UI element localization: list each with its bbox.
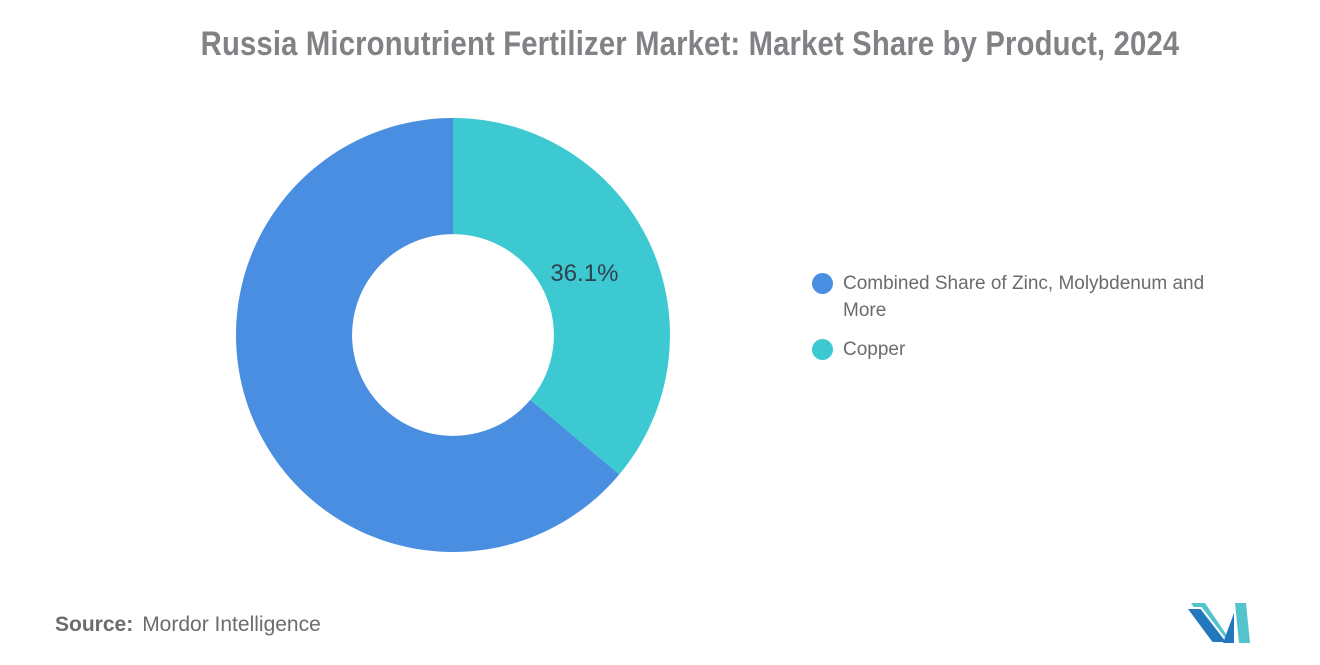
logo-teal-bar xyxy=(1235,603,1250,643)
source-label: Source: xyxy=(55,613,134,636)
logo-blue-triangle xyxy=(1223,613,1234,643)
legend-item-combined-share[interactable]: Combined Share of Zinc, Molybdenum and M… xyxy=(812,270,1292,324)
legend: Combined Share of Zinc, Molybdenum and M… xyxy=(812,270,1292,375)
mordor-intelligence-logo xyxy=(1186,603,1250,644)
donut-chart: 36.1% xyxy=(236,118,670,552)
slice-data-label: 36.1% xyxy=(550,260,618,287)
page-title-text: Russia Micronutrient Fertilizer Market: … xyxy=(200,25,1180,63)
source-value: Mordor Intelligence xyxy=(142,613,321,636)
legend-label-combined-share: Combined Share of Zinc, Molybdenum and M… xyxy=(843,273,1205,321)
pie-slice-1[interactable] xyxy=(236,118,620,552)
legend-label-copper: Copper xyxy=(843,339,906,360)
source-note: Source: Mordor Intelligence xyxy=(55,613,321,637)
legend-swatch-combined-share xyxy=(812,273,833,294)
page-title: Russia Micronutrient Fertilizer Market: … xyxy=(0,25,1320,63)
legend-swatch-copper xyxy=(812,339,833,360)
pie-slice-2[interactable] xyxy=(453,118,670,475)
legend-item-copper[interactable]: Copper xyxy=(812,336,1292,363)
